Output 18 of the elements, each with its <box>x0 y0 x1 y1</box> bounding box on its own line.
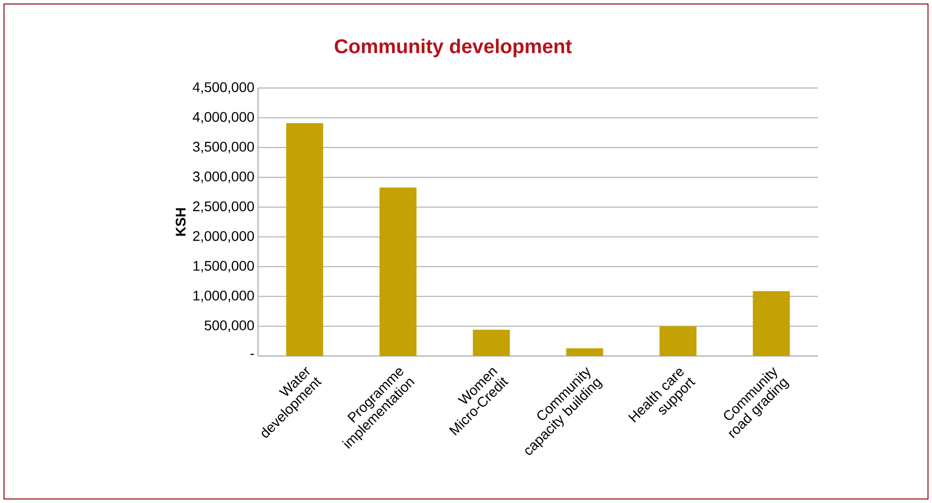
y-tick-label: 3,500,000 <box>192 142 254 154</box>
bar <box>660 326 697 356</box>
y-tick-label: 1,500,000 <box>194 260 254 272</box>
y-tick-label: 2,000,000 <box>193 231 254 243</box>
y-tick-label: 4,000,000 <box>192 112 254 124</box>
y-tick-label: 4,500,000 <box>192 82 254 94</box>
bar <box>286 123 324 356</box>
bar <box>566 348 604 356</box>
y-axis-title: KSH <box>176 208 186 236</box>
y-tick-label: - <box>250 354 254 355</box>
y-tick-label: 1,000,000 <box>194 290 254 302</box>
y-tick-label: 500,000 <box>204 320 254 332</box>
y-tick-label: 3,000,000 <box>192 172 254 184</box>
y-tick-label: 2,500,000 <box>193 201 254 213</box>
bar <box>752 291 790 356</box>
bar <box>380 187 417 356</box>
chart-title: Community development <box>334 38 572 58</box>
bar <box>472 330 510 356</box>
